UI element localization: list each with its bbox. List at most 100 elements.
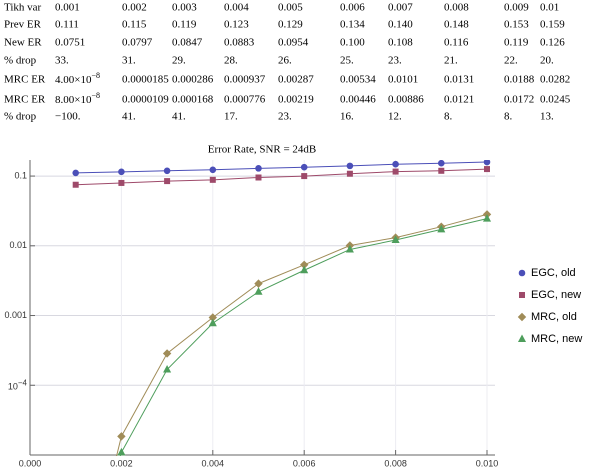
table-cell: 0.008 [444, 2, 469, 14]
marker [300, 163, 308, 171]
table-cell: 25. [340, 55, 354, 67]
series-line [75, 168, 488, 186]
table-cell: 0.134 [340, 19, 365, 31]
table-cell: 0.002 [122, 2, 147, 14]
table-cell: 0.00886 [388, 94, 424, 106]
marker [255, 165, 262, 172]
marker [117, 447, 126, 456]
marker [392, 160, 399, 168]
marker [164, 178, 171, 185]
row-label: Prev ER [4, 19, 42, 31]
table-cell: 0.004 [224, 2, 249, 14]
marker [346, 170, 353, 177]
table-cell: 0.129 [278, 19, 303, 31]
marker [254, 279, 263, 288]
table-cell: 8.00×10−8 [55, 91, 100, 106]
table-cell: 28. [224, 55, 238, 67]
series-line [75, 161, 488, 174]
table-cell: 0.100 [340, 37, 365, 49]
table-cell: 0.116 [444, 37, 469, 49]
y-tick-label: 10−4 [8, 378, 28, 391]
y-tick-label: 0.01 [9, 240, 27, 250]
legend-label: MRC, old [531, 311, 577, 323]
marker [118, 168, 125, 176]
row-label: % drop [4, 55, 37, 67]
row-label: MRC ER [4, 74, 46, 86]
marker [346, 162, 354, 170]
marker [117, 432, 126, 441]
x-tick-label: 0.010 [476, 458, 499, 468]
legend-label: EGC, old [531, 267, 576, 279]
table-cell-base: 8.00×10 [55, 94, 92, 106]
table-cell: 0.0751 [55, 37, 85, 49]
legend-label: EGC, new [531, 289, 581, 301]
table-cell: 31. [122, 55, 136, 67]
marker [72, 169, 79, 177]
legend-label: MRC, new [531, 333, 582, 345]
table-cell: 0.000937 [224, 74, 266, 86]
marker [208, 318, 217, 327]
chart-title: Error Rate, SNR = 24dB [208, 144, 317, 156]
legend-marker [517, 334, 527, 342]
table-cell: 0.148 [444, 19, 469, 31]
table-cell: 13. [540, 111, 554, 123]
table-cell: 0.009 [504, 2, 529, 14]
table-cell: 0.0131 [444, 74, 474, 86]
table-cell: 0.0101 [388, 74, 418, 86]
marker [209, 166, 217, 174]
marker [437, 224, 446, 233]
marker [72, 181, 79, 188]
table-cell: 0.00534 [340, 74, 376, 86]
marker [484, 166, 490, 173]
table-cell: 0.00219 [278, 94, 314, 106]
legend-marker [518, 269, 526, 277]
marker [392, 168, 399, 175]
table-cell: 0.003 [172, 2, 197, 14]
x-tick-label: 0.008 [384, 458, 407, 468]
marker [345, 244, 354, 253]
marker [301, 173, 308, 180]
series-line [119, 218, 488, 456]
marker [163, 167, 171, 175]
row-label: New ER [4, 37, 42, 49]
table-cell: 0.119 [172, 19, 197, 31]
x-tick-label: 0.002 [110, 458, 133, 468]
table-cell: 0.001 [55, 2, 80, 14]
table-cell: 0.0847 [172, 37, 203, 49]
table-cell: 0.005 [278, 2, 303, 14]
legend-marker [517, 312, 527, 322]
table-cell: 16. [340, 111, 354, 123]
table-cell: 41. [122, 111, 136, 123]
y-tick-label-exponent: −4 [18, 378, 28, 387]
table-cell: 29. [172, 55, 186, 67]
row-label: Tikh var [4, 2, 42, 14]
x-tick-label: 0.006 [293, 458, 316, 468]
table-cell: 0.115 [122, 19, 147, 31]
marker [209, 176, 216, 183]
table-cell: 4.00×10−8 [55, 71, 100, 86]
marker [163, 364, 172, 373]
table-cell: 0.126 [540, 37, 565, 49]
table-cell: 23. [388, 55, 402, 67]
marker [162, 349, 172, 358]
table-cell: 0.007 [388, 2, 413, 14]
table-cell: 23. [278, 111, 292, 123]
table-cell: 21. [444, 55, 458, 67]
table-cell: −100. [55, 111, 81, 123]
table-cell: 0.000168 [172, 94, 214, 106]
table-cell: 0.0954 [278, 37, 309, 49]
table-cell: 33. [55, 55, 69, 67]
marker [255, 174, 262, 181]
table-cell: 0.123 [224, 19, 249, 31]
plot-area [72, 160, 492, 456]
marker [438, 160, 445, 167]
table-cell: 8. [444, 111, 453, 123]
table-cell: 17. [224, 111, 238, 123]
table-cell: 0.108 [388, 37, 413, 49]
table-cell-exponent: −8 [91, 91, 100, 100]
table-cell: 8. [504, 111, 513, 123]
table-cell: 0.140 [388, 19, 413, 31]
table-cell: 0.0121 [444, 94, 474, 106]
table-cell: 0.159 [540, 19, 565, 31]
